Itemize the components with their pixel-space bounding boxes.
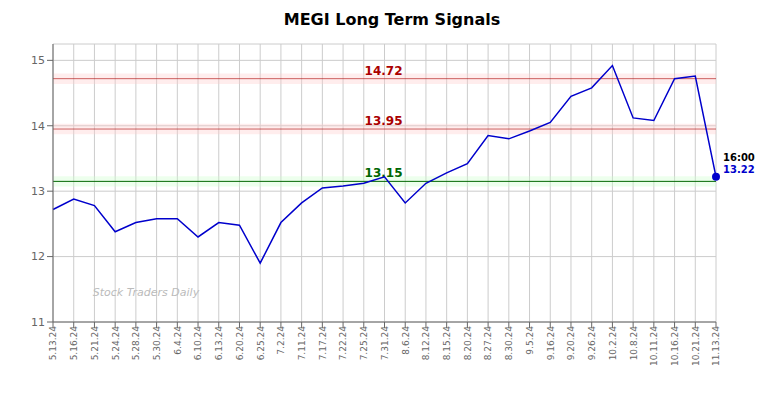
svg-text:5.28.24: 5.28.24 xyxy=(131,326,141,361)
svg-text:9.20.24: 9.20.24 xyxy=(566,326,576,361)
svg-text:8.12.24: 8.12.24 xyxy=(421,326,431,361)
svg-text:9.26.24: 9.26.24 xyxy=(587,326,597,361)
svg-text:12: 12 xyxy=(31,250,45,263)
svg-text:5.24.24: 5.24.24 xyxy=(111,326,121,361)
svg-text:9.5.24: 9.5.24 xyxy=(525,326,535,355)
svg-text:5.21.24: 5.21.24 xyxy=(90,326,100,361)
svg-text:11.13.24: 11.13.24 xyxy=(711,326,721,366)
svg-text:6.20.24: 6.20.24 xyxy=(235,326,245,361)
svg-text:7.25.24: 7.25.24 xyxy=(359,326,369,361)
svg-text:5.13.24: 5.13.24 xyxy=(48,326,58,361)
svg-text:10.21.24: 10.21.24 xyxy=(691,326,701,366)
svg-text:15: 15 xyxy=(31,54,45,67)
svg-text:6.13.24: 6.13.24 xyxy=(214,326,224,361)
html-text:Stock Traders Daily: Stock Traders Daily xyxy=(92,285,200,299)
svg-text:7.31.24: 7.31.24 xyxy=(380,326,390,361)
svg-text:6.25.24: 6.25.24 xyxy=(256,326,266,361)
svg-text:6.4.24: 6.4.24 xyxy=(173,326,183,355)
svg-text:10.16.24: 10.16.24 xyxy=(670,326,680,366)
svg-text:8.27.24: 8.27.24 xyxy=(483,326,493,361)
html-text:MEGI Long Term Signals: MEGI Long Term Signals xyxy=(283,10,501,29)
svg-text:8.20.24: 8.20.24 xyxy=(463,326,473,361)
svg-text:13: 13 xyxy=(31,185,45,198)
svg-text:9.16.24: 9.16.24 xyxy=(546,326,556,361)
svg-text:7.17.24: 7.17.24 xyxy=(318,326,328,361)
svg-text:10.11.24: 10.11.24 xyxy=(649,326,659,366)
svg-text:16:00: 16:00 xyxy=(723,152,755,163)
svg-text:10.2.24: 10.2.24 xyxy=(608,326,618,361)
svg-text:13.15: 13.15 xyxy=(365,166,403,180)
svg-text:11: 11 xyxy=(31,316,45,329)
svg-text:13.95: 13.95 xyxy=(365,114,403,128)
svg-text:7.22.24: 7.22.24 xyxy=(338,326,348,361)
svg-text:6.10.24: 6.10.24 xyxy=(193,326,203,361)
svg-text:7.2.24: 7.2.24 xyxy=(276,326,286,355)
svg-text:14: 14 xyxy=(31,120,45,133)
svg-text:5.16.24: 5.16.24 xyxy=(69,326,79,361)
svg-text:14.72: 14.72 xyxy=(365,64,403,78)
svg-text:8.15.24: 8.15.24 xyxy=(442,326,452,361)
svg-text:10.8.24: 10.8.24 xyxy=(629,326,639,361)
svg-text:13.22: 13.22 xyxy=(723,164,755,175)
svg-text:8.6.24: 8.6.24 xyxy=(401,326,411,355)
svg-text:8.30.24: 8.30.24 xyxy=(504,326,514,361)
svg-text:5.30.24: 5.30.24 xyxy=(152,326,162,361)
svg-text:7.11.24: 7.11.24 xyxy=(297,326,307,361)
